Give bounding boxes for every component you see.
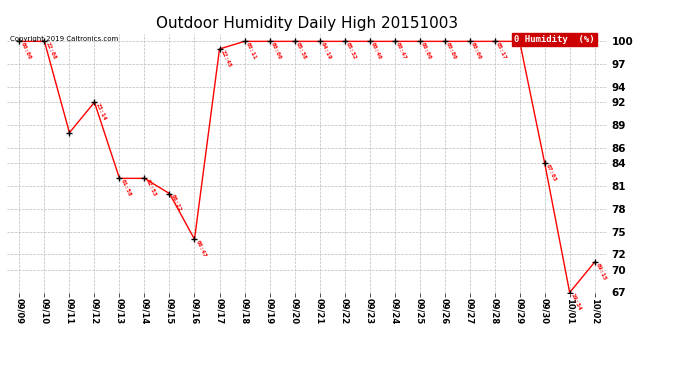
Text: 23:14: 23:14 <box>95 102 107 122</box>
Text: 05:32: 05:32 <box>344 41 357 60</box>
Text: 22:45: 22:45 <box>219 49 232 68</box>
Text: 06:22: 06:22 <box>170 194 182 213</box>
Text: 00:00: 00:00 <box>444 41 457 60</box>
Text: 05:17: 05:17 <box>495 41 507 60</box>
Text: Copyright 2019 Caltronics.com: Copyright 2019 Caltronics.com <box>10 36 118 42</box>
Text: 00:00: 00:00 <box>19 41 32 60</box>
Text: 06:47: 06:47 <box>195 239 207 258</box>
Text: 00:47: 00:47 <box>395 41 407 60</box>
Text: 00:00: 00:00 <box>270 41 282 60</box>
Text: 05:38: 05:38 <box>295 41 307 60</box>
Text: 01:58: 01:58 <box>119 178 132 198</box>
Title: Outdoor Humidity Daily High 20151003: Outdoor Humidity Daily High 20151003 <box>156 16 458 31</box>
Text: 02:53: 02:53 <box>144 178 157 198</box>
Text: 09:15: 09:15 <box>595 262 607 281</box>
Text: 00:40: 00:40 <box>370 41 382 60</box>
Text: 22:08: 22:08 <box>44 41 57 60</box>
Text: 04:19: 04:19 <box>319 41 332 60</box>
Text: 07:03: 07:03 <box>544 163 557 182</box>
Text: 00:00: 00:00 <box>470 41 482 60</box>
Text: 0 Humidity  (%): 0 Humidity (%) <box>514 35 595 44</box>
Text: 19:34: 19:34 <box>570 292 582 312</box>
Text: 00:11: 00:11 <box>244 41 257 60</box>
Text: 00:00: 00:00 <box>420 41 432 60</box>
